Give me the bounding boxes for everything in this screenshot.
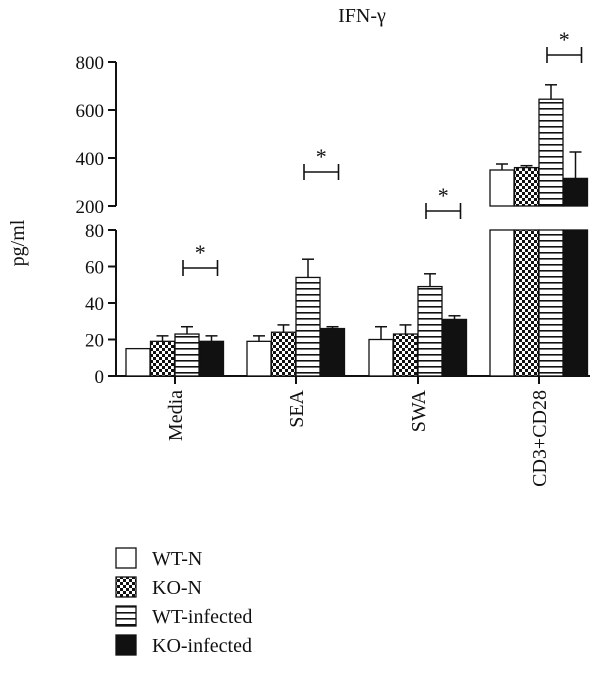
bar xyxy=(489,229,515,377)
bar xyxy=(562,177,589,207)
legend-swatch xyxy=(115,634,137,656)
bar xyxy=(174,333,200,377)
y-lower-tick-label: 40 xyxy=(85,294,104,315)
y-upper-tick-label: 400 xyxy=(76,149,105,170)
y-lower-tick-label: 80 xyxy=(85,221,104,242)
significance-label: * xyxy=(316,144,327,169)
legend-label: WT-N xyxy=(152,548,202,570)
category-label: CD3+CD28 xyxy=(529,390,551,487)
bar xyxy=(319,327,346,377)
category-label: SWA xyxy=(408,389,430,432)
bar xyxy=(417,285,443,377)
bar xyxy=(562,229,589,377)
significance-markers: * * * * xyxy=(182,27,583,276)
category-labels: Media SEA SWA CD3+CD28 xyxy=(165,376,551,487)
legend: WT-N KO-N WT-infected KO-infected xyxy=(115,547,252,657)
chart-title: IFN-γ xyxy=(338,5,386,27)
bars xyxy=(125,98,589,377)
significance-label: * xyxy=(195,240,206,265)
bar xyxy=(489,169,515,207)
bar xyxy=(246,340,272,377)
y-upper-tick-label: 800 xyxy=(76,53,105,74)
legend-swatch xyxy=(115,547,137,569)
bar xyxy=(270,331,297,377)
bar xyxy=(441,318,468,377)
y-upper-tick-label: 600 xyxy=(76,101,105,122)
bar xyxy=(125,347,151,377)
bar xyxy=(392,333,419,377)
significance-label: * xyxy=(438,183,449,208)
y-upper-tick-label: 200 xyxy=(76,197,105,218)
legend-swatch xyxy=(115,605,137,627)
y-lower-tick-label: 0 xyxy=(95,367,105,388)
category-label: Media xyxy=(165,390,187,441)
legend-swatch xyxy=(115,576,137,598)
bar xyxy=(295,276,321,377)
category-label: SEA xyxy=(286,389,308,427)
bar xyxy=(538,229,564,377)
legend-label: KO-infected xyxy=(152,635,252,657)
legend-label: KO-N xyxy=(152,577,202,599)
bar xyxy=(149,340,176,377)
bar xyxy=(538,98,564,207)
y-lower-tick-label: 60 xyxy=(85,258,104,279)
error-bars xyxy=(156,84,582,342)
y-axis-label: pg/ml xyxy=(7,219,29,266)
legend-label: WT-infected xyxy=(152,606,252,628)
bar xyxy=(368,338,394,377)
bar xyxy=(198,340,225,377)
bar xyxy=(513,229,540,377)
y-lower-tick-label: 20 xyxy=(85,331,104,352)
significance-label: * xyxy=(559,27,570,52)
bar xyxy=(513,166,540,207)
